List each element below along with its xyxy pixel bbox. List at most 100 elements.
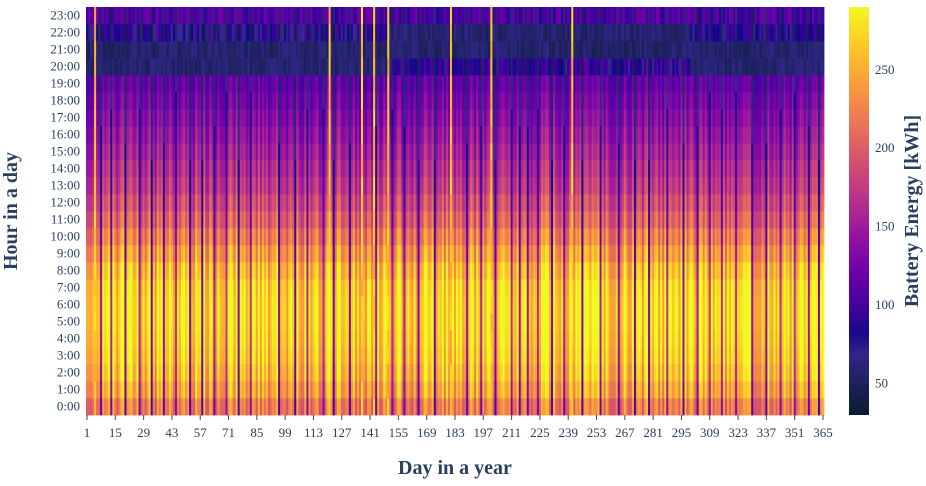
heatmap-cell xyxy=(253,75,257,93)
heatmap-cell xyxy=(472,126,475,144)
heatmap-cell xyxy=(474,177,477,195)
heatmap-cell xyxy=(211,262,214,280)
heatmap-cell xyxy=(478,126,481,144)
heatmap-cell xyxy=(367,92,370,110)
heatmap-cell xyxy=(172,194,176,212)
heatmap-cell xyxy=(356,211,360,229)
heatmap-cell xyxy=(292,177,295,195)
heatmap-cell xyxy=(415,143,418,161)
heatmap-cell xyxy=(284,92,287,110)
heatmap-cell xyxy=(193,245,196,263)
heatmap-cell xyxy=(328,245,332,263)
heatmap-cell xyxy=(369,245,372,263)
heatmap-cell xyxy=(142,143,146,161)
heatmap-cell xyxy=(96,211,99,229)
heatmap-cell xyxy=(490,381,493,399)
heatmap-cell xyxy=(241,58,245,76)
heatmap-cell xyxy=(235,245,239,263)
heatmap-cell xyxy=(451,313,455,331)
heatmap-cell xyxy=(292,109,295,127)
heatmap-cell xyxy=(488,41,491,59)
heatmap-cell xyxy=(358,41,362,59)
heatmap-cell xyxy=(134,228,137,246)
heatmap-cell xyxy=(128,381,131,399)
heatmap-cell xyxy=(280,279,283,297)
heatmap-cell xyxy=(425,364,429,382)
heatmap-cell xyxy=(122,7,125,25)
heatmap-cell xyxy=(486,24,489,42)
heatmap-cell xyxy=(217,330,220,348)
heatmap-cell xyxy=(451,398,455,416)
heatmap-cell xyxy=(429,24,433,42)
heatmap-cell xyxy=(336,347,340,365)
heatmap-cell xyxy=(389,24,392,42)
heatmap-cell xyxy=(261,160,265,178)
heatmap-cell xyxy=(251,194,255,212)
heatmap-cell xyxy=(253,143,257,161)
heatmap-cell xyxy=(185,279,188,297)
heatmap-cell xyxy=(375,177,378,195)
heatmap-cell xyxy=(427,296,431,314)
heatmap-cell xyxy=(134,245,137,263)
heatmap-cell xyxy=(142,92,146,110)
heatmap-cell xyxy=(269,75,273,93)
heatmap-cell xyxy=(96,41,99,59)
heatmap-cell xyxy=(276,245,279,263)
heatmap-cell xyxy=(419,228,423,246)
heatmap-cell xyxy=(174,364,178,382)
heatmap-cell xyxy=(363,381,366,399)
heatmap-cell xyxy=(401,177,404,195)
heatmap-cell xyxy=(350,381,354,399)
heatmap-cell xyxy=(179,177,182,195)
heatmap-cell xyxy=(401,313,404,331)
heatmap-cell xyxy=(462,211,465,229)
heatmap-cell xyxy=(373,177,376,195)
heatmap-cell xyxy=(98,279,101,297)
heatmap-cell xyxy=(148,211,152,229)
heatmap-cell xyxy=(346,58,350,76)
heatmap-cell xyxy=(363,364,366,382)
heatmap-cell xyxy=(338,364,342,382)
heatmap-cell xyxy=(365,58,368,76)
heatmap-cell xyxy=(132,75,135,93)
heatmap-cell xyxy=(433,194,437,212)
heatmap-cell xyxy=(235,296,239,314)
heatmap-cell xyxy=(486,109,489,127)
heatmap-cell xyxy=(235,262,239,280)
heatmap-cell xyxy=(215,126,218,144)
heatmap-cell xyxy=(393,126,396,144)
heatmap-cell xyxy=(464,398,467,416)
heatmap-cell xyxy=(100,279,103,297)
heatmap-cell xyxy=(294,143,297,161)
heatmap-cell xyxy=(482,313,485,331)
heatmap-cell xyxy=(336,330,340,348)
heatmap-cell xyxy=(466,313,469,331)
heatmap-cell xyxy=(478,398,481,416)
heatmap-cell xyxy=(146,58,150,76)
heatmap-cell xyxy=(429,109,433,127)
heatmap-cell xyxy=(492,211,495,229)
heatmap-cell xyxy=(168,296,172,314)
heatmap-cell xyxy=(144,262,148,280)
heatmap-cell xyxy=(176,262,180,280)
heatmap-cell xyxy=(122,109,125,127)
heatmap-cell xyxy=(354,381,358,399)
heatmap-cell xyxy=(179,143,182,161)
heatmap-cell xyxy=(160,177,164,195)
heatmap-cell xyxy=(152,364,156,382)
heatmap-cell xyxy=(114,41,117,59)
heatmap-cell xyxy=(209,24,212,42)
heatmap-cell xyxy=(348,364,352,382)
heatmap-cell xyxy=(435,279,439,297)
heatmap-cell xyxy=(316,75,319,93)
heatmap-cell xyxy=(391,364,394,382)
heatmap-cell xyxy=(472,381,475,399)
heatmap-cell xyxy=(203,398,206,416)
heatmap-cell xyxy=(126,347,129,365)
heatmap-cell xyxy=(225,279,228,297)
heatmap-cell xyxy=(102,347,105,365)
heatmap-cell xyxy=(468,330,471,348)
heatmap-cell xyxy=(502,75,505,93)
heatmap-cell xyxy=(498,296,501,314)
heatmap-cell xyxy=(247,228,251,246)
